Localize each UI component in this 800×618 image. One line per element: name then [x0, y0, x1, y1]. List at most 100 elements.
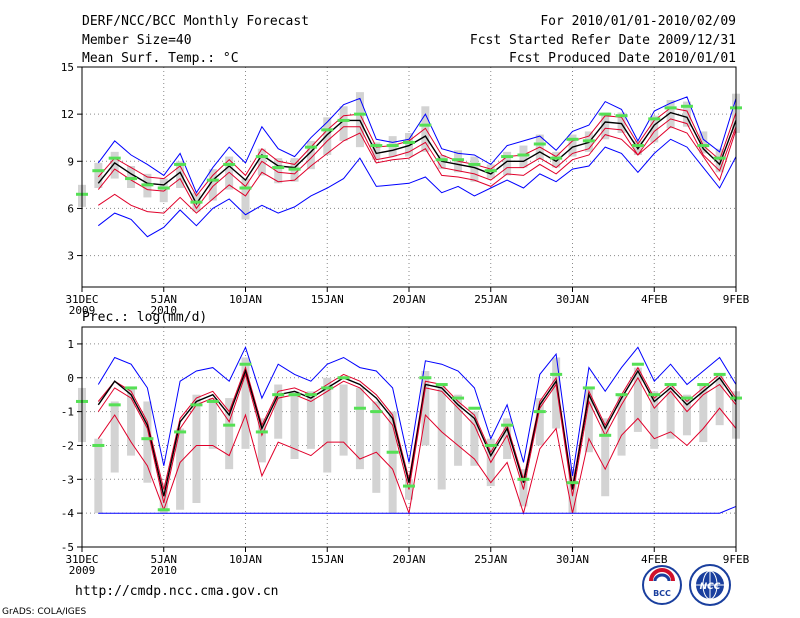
- forecast-period: For 2010/01/01-2010/02/09: [540, 14, 736, 29]
- observed-marker: [435, 383, 448, 387]
- observed-marker: [386, 450, 399, 454]
- observed-marker: [304, 393, 317, 397]
- ncc-logo-text: NCC: [700, 582, 721, 592]
- y-tick-label: -4: [61, 507, 75, 520]
- observed-marker: [288, 167, 301, 171]
- spread-bar: [323, 117, 332, 155]
- source-url[interactable]: http://cmdp.ncc.cma.gov.cn: [75, 584, 279, 599]
- spread-bar: [666, 384, 675, 439]
- spread-bar: [306, 391, 315, 449]
- spread-bar: [110, 401, 119, 473]
- observed-marker: [321, 386, 334, 390]
- observed-marker: [304, 145, 317, 149]
- spread-bar: [208, 398, 217, 449]
- x-tick-label: 9FEB: [723, 553, 750, 566]
- spread-bar: [421, 371, 430, 446]
- variable-label: Mean Surf. Temp.: °C: [82, 51, 239, 66]
- spread-bar: [699, 384, 708, 443]
- observed-marker: [468, 162, 481, 166]
- grads-credit: GrADS: COLA/IGES: [2, 607, 86, 617]
- y-tick-label: 1: [67, 338, 74, 351]
- bcc-logo-text: BCC: [653, 589, 671, 598]
- spread-bar: [388, 411, 397, 514]
- series-line-mean: [97, 368, 737, 497]
- x-tick-label: 5JAN: [151, 293, 178, 306]
- observed-marker: [680, 104, 693, 108]
- observed-marker: [501, 423, 514, 427]
- observed-marker: [713, 372, 726, 376]
- observed-marker: [190, 403, 203, 407]
- x-tick-label: 20JAN: [392, 293, 425, 306]
- x-tick-label: 5JAN: [151, 553, 178, 566]
- spread-bar: [503, 151, 512, 176]
- series-line-max: [97, 96, 737, 194]
- observed-marker: [631, 144, 644, 148]
- spread-bar: [127, 387, 136, 456]
- spread-bar: [159, 482, 168, 514]
- member-size: Member Size=40: [82, 33, 192, 48]
- observed-marker: [566, 481, 579, 485]
- observed-marker: [141, 437, 154, 441]
- spread-bar: [470, 156, 479, 182]
- observed-marker: [697, 144, 710, 148]
- observed-marker: [582, 139, 595, 143]
- observed-marker: [272, 166, 285, 170]
- spread-bar: [650, 391, 659, 449]
- precip-variable-label: Prec.: log(mm/d): [82, 310, 207, 325]
- spread-bar: [568, 469, 577, 514]
- temperature-series: [97, 96, 737, 238]
- observed-marker: [550, 372, 563, 376]
- observed-marker: [386, 144, 399, 148]
- x-tick-label: 30JAN: [556, 293, 589, 306]
- series-line-p90: [97, 107, 737, 197]
- y-tick-label: 6: [67, 202, 74, 215]
- observed-marker: [599, 112, 612, 116]
- observed-marker: [435, 158, 448, 162]
- spread-bar: [323, 377, 332, 473]
- spread-bar: [339, 384, 348, 456]
- spread-bar: [437, 384, 446, 490]
- series-line-p10: [97, 118, 737, 210]
- observed-marker: [582, 386, 595, 390]
- figure-title: DERF/NCC/BCC Monthly Forecast: [82, 14, 309, 29]
- x-tick-label: 25JAN: [474, 293, 507, 306]
- x-tick-label: 15JAN: [311, 553, 344, 566]
- temperature-observed-markers: [76, 104, 742, 204]
- observed-marker: [190, 200, 203, 204]
- x-tick-label: 4FEB: [641, 293, 668, 306]
- observed-marker: [566, 137, 579, 141]
- observed-marker: [108, 403, 121, 407]
- y-tick-label: 12: [61, 108, 74, 121]
- spread-bar: [241, 178, 250, 220]
- spread-bar: [699, 131, 708, 154]
- spread-bar: [617, 394, 626, 456]
- observed-marker: [452, 396, 465, 400]
- spread-bar: [617, 112, 626, 133]
- spread-bar: [552, 151, 561, 168]
- spread-bar: [601, 112, 610, 140]
- spread-bar: [715, 374, 724, 426]
- series-line-max: [97, 345, 737, 476]
- observed-marker: [141, 183, 154, 187]
- observed-marker: [337, 118, 350, 122]
- x-tick-label: 10JAN: [229, 553, 262, 566]
- y-tick-label: -5: [61, 541, 74, 554]
- observed-marker: [92, 169, 105, 173]
- y-tick-label: 9: [67, 155, 74, 168]
- spread-bar: [584, 387, 593, 453]
- spread-bar: [535, 398, 544, 446]
- spread-bar: [552, 357, 561, 429]
- observed-marker: [321, 128, 334, 132]
- spread-bar: [290, 391, 299, 459]
- spread-bar: [176, 428, 185, 510]
- observed-marker: [157, 186, 170, 190]
- spread-bar: [715, 148, 724, 173]
- spread-bar: [208, 169, 217, 201]
- observed-marker: [713, 156, 726, 160]
- y-tick-label: -2: [61, 439, 74, 452]
- precipitation-series: [97, 345, 737, 516]
- observed-marker: [239, 362, 252, 366]
- spread-bar: [633, 367, 642, 432]
